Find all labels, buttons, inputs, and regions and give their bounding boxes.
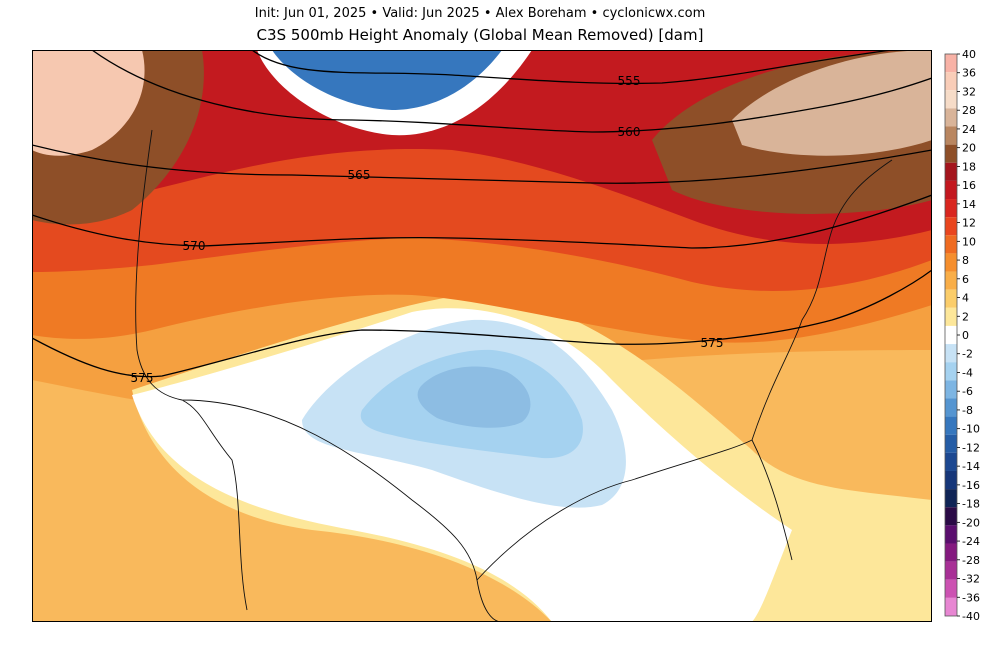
colorbar-swatch [945, 344, 957, 363]
anomaly-trough-north-core [272, 50, 502, 110]
colorbar-swatch [945, 470, 957, 490]
colorbar-tick-label: 24 [962, 123, 976, 136]
colorbar-swatch [945, 380, 957, 399]
colorbar-swatch [945, 199, 957, 218]
colorbar-swatch [945, 362, 957, 381]
colorbar-tick-label: -32 [962, 573, 980, 586]
colorbar-tick-label: -18 [962, 498, 980, 511]
colorbar-tick-label: 2 [962, 310, 969, 323]
colorbar-swatch [945, 126, 957, 145]
colorbar-tick-label: 8 [962, 254, 969, 267]
colorbar-swatch [945, 307, 957, 326]
colorbar-swatch [945, 597, 957, 616]
colorbar-tick-label: 6 [962, 273, 969, 286]
colorbar-swatch [945, 525, 957, 544]
header-info-line: Init: Jun 01, 2025 • Valid: Jun 2025 • A… [254, 6, 706, 21]
contour-label-565: 565 [348, 168, 371, 182]
colorbar-tick-label: 14 [962, 198, 976, 211]
contour-line-575 [32, 269, 932, 378]
map-title: C3S 500mb Height Anomaly (Global Mean Re… [256, 26, 704, 44]
colorbar-tick-label: 10 [962, 235, 976, 248]
contour-label-575-east: 575 [701, 336, 724, 350]
contour-label-570: 570 [183, 239, 206, 253]
colorbar-swatch [945, 398, 957, 417]
colorbar-tick-label: -40 [962, 610, 980, 622]
colorbar-tick-label: -12 [962, 441, 980, 454]
colorbar-swatch [945, 579, 957, 598]
colorbar-swatch [945, 452, 957, 471]
colorbar-tick-label: -6 [962, 385, 973, 398]
contour-label-555: 555 [618, 74, 641, 88]
colorbar-swatch [945, 289, 957, 308]
anomaly-nw-high-core [32, 50, 145, 156]
colorbar-tick-label: -16 [962, 479, 980, 492]
colorbar-tick-label: 40 [962, 50, 976, 61]
colorbar-swatch [945, 325, 957, 345]
contour-label-575-west: 575 [131, 371, 154, 385]
contour-line-570 [32, 194, 932, 249]
colorbar-swatch [945, 54, 957, 73]
colorbar-swatch [945, 90, 957, 109]
colorbar-tick-label: 12 [962, 217, 976, 230]
colorbar-swatch [945, 489, 957, 508]
colorbar-swatch [945, 108, 957, 127]
colorbar-swatch [945, 72, 957, 91]
colorbar-tick-label: 20 [962, 142, 976, 155]
colorbar-tick-label: 32 [962, 85, 976, 98]
anomaly-band-neg6 [417, 366, 531, 428]
colorbar-tick-label: -8 [962, 404, 973, 417]
colorbar-tick-label: 4 [962, 292, 969, 305]
colorbar-swatch [945, 217, 957, 236]
colorbar-swatch [945, 144, 957, 163]
colorbar-swatch [945, 543, 957, 562]
colorbar-swatch [945, 253, 957, 272]
colorbar-swatch [945, 235, 957, 254]
colorbar-tick-label: -24 [962, 535, 980, 548]
colorbar: 403632282420181614121086420-2-4-6-8-10-1… [944, 50, 980, 622]
colorbar-tick-label: 0 [962, 329, 969, 342]
anomaly-map: 555 560 565 570 575 575 [32, 50, 932, 622]
colorbar-swatch [945, 162, 957, 181]
colorbar-swatch [945, 561, 957, 580]
contour-label-560: 560 [618, 125, 641, 139]
colorbar-tick-label: 28 [962, 104, 976, 117]
colorbar-swatch [945, 180, 957, 200]
colorbar-tick-label: -14 [962, 460, 980, 473]
colorbar-swatch [945, 434, 957, 453]
anomaly-ne-high-core [732, 50, 932, 156]
colorbar-tick-label: -36 [962, 591, 980, 604]
colorbar-tick-label: -20 [962, 516, 980, 529]
colorbar-tick-label: -4 [962, 366, 973, 379]
colorbar-swatch [945, 271, 957, 290]
colorbar-tick-label: -28 [962, 554, 980, 567]
colorbar-swatch [945, 416, 957, 435]
contour-line-555 [251, 50, 893, 85]
colorbar-swatch [945, 507, 957, 526]
colorbar-tick-label: 36 [962, 67, 976, 80]
colorbar-tick-label: 16 [962, 179, 976, 192]
contour-line-560 [91, 50, 932, 133]
colorbar-tick-label: 18 [962, 160, 976, 173]
contour-line-565 [32, 144, 932, 184]
colorbar-tick-label: -10 [962, 423, 980, 436]
colorbar-tick-label: -2 [962, 348, 973, 361]
coastline [135, 129, 893, 622]
map-frame [32, 50, 932, 622]
